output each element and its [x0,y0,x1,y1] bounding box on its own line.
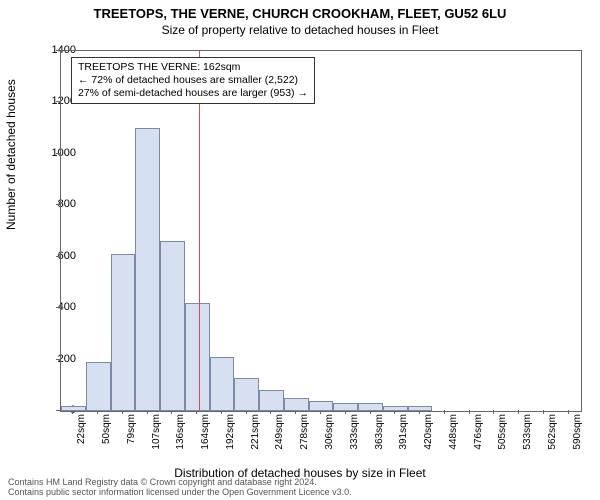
xtick-label: 333sqm [349,414,360,450]
xtick-label: 107sqm [151,414,162,450]
xtick-label: 448sqm [448,414,459,450]
xtick-label: 562sqm [547,414,558,450]
histogram-bar [185,303,210,411]
xtick-label: 590sqm [572,414,583,450]
footer: Contains HM Land Registry data © Crown c… [8,478,352,498]
xtick-label: 420sqm [423,414,434,450]
chart-subtitle: Size of property relative to detached ho… [0,21,600,37]
histogram-bar [234,378,259,411]
xtick-label: 363sqm [374,414,385,450]
histogram-bar [210,357,235,411]
xtick-label: 136sqm [175,414,186,450]
xtick-label: 476sqm [473,414,484,450]
histogram-bar [111,254,136,411]
chart-title: TREETOPS, THE VERNE, CHURCH CROOKHAM, FL… [0,0,600,21]
histogram-bar [135,128,160,411]
histogram-bar [383,406,408,411]
annot-line2: ← 72% of detached houses are smaller (2,… [78,74,308,87]
xtick-label: 192sqm [225,414,236,450]
xtick-label: 50sqm [101,414,112,444]
histogram-bar [284,398,309,411]
xtick-label: 533sqm [522,414,533,450]
xtick-label: 164sqm [200,414,211,450]
xtick-label: 22sqm [76,414,87,444]
chart-container: TREETOPS, THE VERNE, CHURCH CROOKHAM, FL… [0,0,600,500]
histogram-bar [408,406,433,411]
histogram-bar [259,390,284,411]
xtick-label: 391sqm [398,414,409,450]
xtick-label: 505sqm [497,414,508,450]
histogram-bar [160,241,185,411]
footer-line2: Contains public sector information licen… [8,488,352,498]
annot-line3: 27% of semi-detached houses are larger (… [78,87,308,100]
annot-line1: TREETOPS THE VERNE: 162sqm [78,61,308,74]
histogram-bar [333,403,358,411]
marker-line [199,51,200,411]
histogram-bar [61,406,86,411]
histogram-bar [358,403,383,411]
xtick-label: 79sqm [126,414,137,444]
y-axis-label: Number of detached houses [4,79,18,230]
histogram-bar [309,401,334,411]
xtick-label: 249sqm [274,414,285,450]
plot-area: TREETOPS THE VERNE: 162sqm ← 72% of deta… [60,50,582,412]
xtick-label: 221sqm [250,414,261,450]
xtick-label: 278sqm [299,414,310,450]
xtick-label: 306sqm [324,414,335,450]
histogram-bar [86,362,111,411]
annotation-box: TREETOPS THE VERNE: 162sqm ← 72% of deta… [71,57,315,104]
